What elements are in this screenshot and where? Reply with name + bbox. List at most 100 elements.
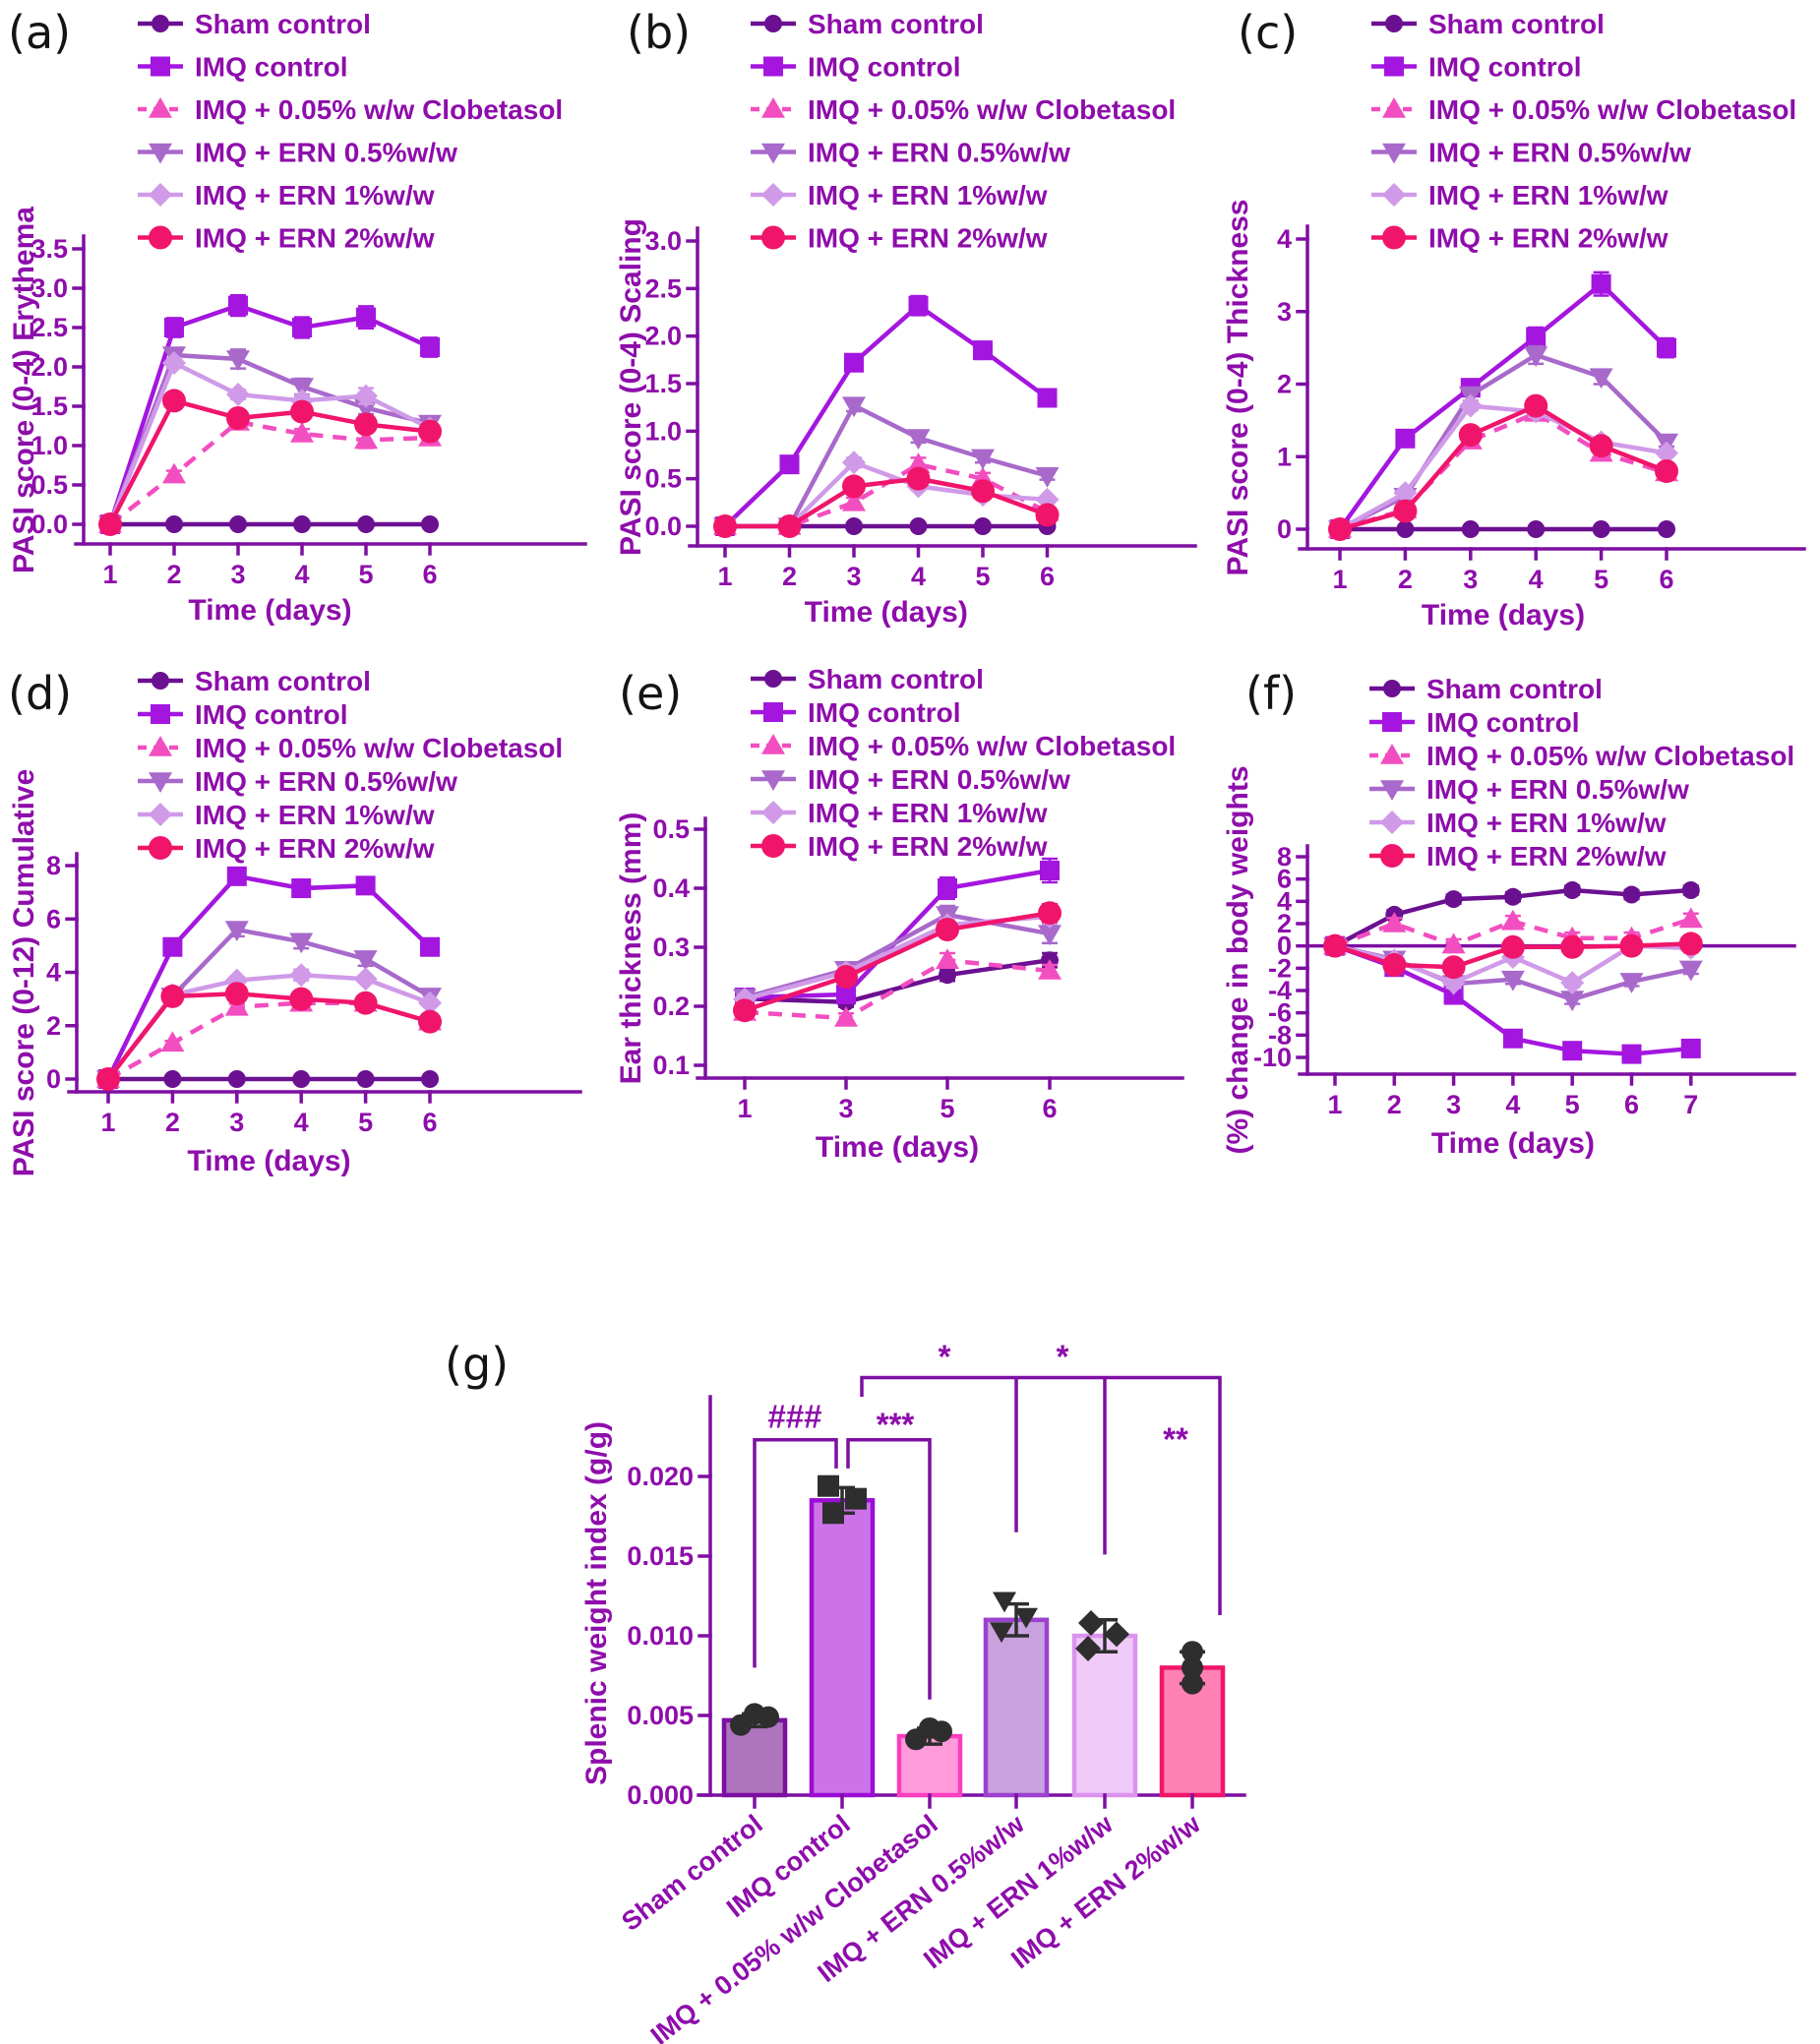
svg-text:IMQ + ERN 1%w/w: IMQ + ERN 1%w/w bbox=[808, 798, 1048, 828]
svg-text:0.5: 0.5 bbox=[652, 814, 690, 844]
svg-text:1: 1 bbox=[1327, 1090, 1342, 1119]
panel-letter-e: (e) bbox=[619, 667, 683, 720]
svg-text:3: 3 bbox=[1463, 565, 1478, 594]
svg-text:***: *** bbox=[877, 1407, 915, 1443]
svg-text:5: 5 bbox=[358, 1108, 373, 1137]
chart-a-erythema: 0.0 0.5 1.0 1.5 2.0 2.5 3.0 3.5 1 2 3 4 5 6 Time (days… bbox=[8, 9, 587, 627]
svg-text:IMQ + ERN 2%w/w: IMQ + ERN 2%w/w bbox=[1428, 223, 1668, 254]
panel-letter-b: (b) bbox=[627, 6, 692, 59]
chart-b-scaling: 0.0 0.5 1.0 1.5 2.0 2.5 3.0 1 2 3 4 5 6 Time (days) PA… bbox=[615, 9, 1197, 629]
svg-text:*: * bbox=[939, 1339, 951, 1375]
panel-e: (e) 0.1 0.2 0.3 0.4 0.5 1 3 5 6 Time (days) Ear th… bbox=[607, 649, 1214, 1318]
panel-c: (c) 0 1 2 3 4 1 2 3 4 5 6 Time (days) PASI score (0-… bbox=[1214, 0, 1820, 649]
svg-text:3.0: 3.0 bbox=[30, 273, 68, 303]
svg-text:Time (days): Time (days) bbox=[187, 1145, 350, 1177]
svg-text:Time (days): Time (days) bbox=[816, 1131, 979, 1164]
svg-text:IMQ control: IMQ control bbox=[808, 697, 961, 728]
svg-text:5: 5 bbox=[940, 1094, 954, 1123]
svg-text:0.4: 0.4 bbox=[652, 873, 690, 903]
svg-text:IMQ + ERN 2%w/w: IMQ + ERN 2%w/w bbox=[808, 223, 1048, 254]
svg-text:3: 3 bbox=[229, 1108, 244, 1137]
svg-text:2: 2 bbox=[1277, 909, 1292, 938]
svg-text:2: 2 bbox=[1398, 565, 1413, 594]
svg-text:IMQ + ERN 0.5%w/w: IMQ + ERN 0.5%w/w bbox=[808, 138, 1070, 168]
svg-text:3.0: 3.0 bbox=[644, 226, 682, 256]
chart-c-thickness: 0 1 2 3 4 1 2 3 4 5 6 Time (days) PASI score (0-4) T… bbox=[1222, 9, 1806, 631]
svg-text:2.5: 2.5 bbox=[30, 313, 68, 342]
svg-text:Time (days): Time (days) bbox=[1431, 1127, 1595, 1160]
svg-text:5: 5 bbox=[1594, 565, 1608, 594]
chart-e-ear-thickness: 0.1 0.2 0.3 0.4 0.5 1 3 5 6 Time (days) Ear thickn… bbox=[615, 664, 1184, 1164]
svg-text:3.5: 3.5 bbox=[30, 234, 68, 264]
svg-text:Sham control: Sham control bbox=[808, 9, 984, 39]
panel-letter-d: (d) bbox=[8, 667, 73, 720]
chart-g-splenic-weight-index: 0.000 0.005 0.010 0.015 0.020 Splenic weight … bbox=[580, 1339, 1246, 2044]
svg-text:IMQ + ERN 0.5%w/w: IMQ + ERN 0.5%w/w bbox=[1426, 774, 1689, 805]
svg-text:6: 6 bbox=[422, 560, 437, 589]
svg-text:PASI score (0-12) Cumulative: PASI score (0-12) Cumulative bbox=[8, 769, 40, 1177]
svg-text:IMQ + 0.05% w/w Clobetasol: IMQ + 0.05% w/w Clobetasol bbox=[195, 733, 563, 763]
svg-text:*: * bbox=[1057, 1339, 1069, 1375]
svg-text:IMQ + ERN 0.5%w/w: IMQ + ERN 0.5%w/w bbox=[195, 138, 457, 168]
panel-g: (g) 0.000 0.005 0.010 0.015 0.020 Splenic wei… bbox=[374, 1318, 1397, 2044]
svg-text:3: 3 bbox=[846, 562, 861, 591]
svg-text:-10: -10 bbox=[1253, 1043, 1292, 1072]
svg-text:5: 5 bbox=[1565, 1090, 1580, 1119]
svg-text:1.5: 1.5 bbox=[30, 391, 68, 421]
svg-text:1: 1 bbox=[1277, 442, 1292, 471]
svg-text:2: 2 bbox=[1387, 1090, 1402, 1119]
panel-f: (f) -10 -8 -6 -4 -2 0 2 4 6 8 1 2 3 4 5 6 7 Time (days) (%… bbox=[1214, 649, 1820, 1318]
svg-text:0.2: 0.2 bbox=[652, 992, 690, 1021]
svg-text:2: 2 bbox=[782, 562, 797, 591]
svg-text:6: 6 bbox=[46, 904, 61, 933]
svg-text:Splenic weight index (g/g): Splenic weight index (g/g) bbox=[580, 1421, 613, 1785]
svg-text:2.0: 2.0 bbox=[644, 322, 682, 351]
svg-text:Time (days): Time (days) bbox=[805, 596, 968, 629]
svg-text:IMQ control: IMQ control bbox=[1428, 52, 1582, 83]
svg-text:###: ### bbox=[767, 1399, 821, 1435]
svg-text:-8: -8 bbox=[1268, 1020, 1292, 1050]
svg-text:5: 5 bbox=[358, 560, 373, 589]
svg-text:6: 6 bbox=[1277, 865, 1292, 894]
panel-a: (a) 0.0 0.5 1.0 1.5 2.0 2.5 3.0 3.5 1 2 3 4 5 6 Time (… bbox=[0, 0, 607, 649]
svg-text:IMQ + ERN 1%w/w: IMQ + ERN 1%w/w bbox=[195, 800, 435, 830]
svg-text:0.010: 0.010 bbox=[627, 1621, 694, 1651]
svg-text:Ear thickness (mm): Ear thickness (mm) bbox=[615, 812, 647, 1085]
panel-letter-a: (a) bbox=[8, 6, 72, 59]
svg-text:4: 4 bbox=[1529, 565, 1544, 594]
svg-text:1: 1 bbox=[717, 562, 732, 591]
svg-text:0: 0 bbox=[46, 1064, 61, 1094]
svg-text:IMQ + 0.05% w/w Clobetasol: IMQ + 0.05% w/w Clobetasol bbox=[1428, 94, 1796, 125]
svg-text:0.005: 0.005 bbox=[627, 1701, 694, 1730]
svg-text:3: 3 bbox=[230, 560, 245, 589]
svg-text:(%) change in body weights: (%) change in body weights bbox=[1222, 765, 1254, 1154]
panel-d: (d) 0 2 4 6 8 1 2 3 4 5 6 Time (days) PASI score (0-… bbox=[0, 649, 607, 1318]
svg-text:IMQ control: IMQ control bbox=[808, 52, 961, 83]
svg-text:IMQ + ERN 2%w/w: IMQ + ERN 2%w/w bbox=[195, 223, 435, 254]
chart-d-cumulative: 0 2 4 6 8 1 2 3 4 5 6 Time (days) PASI score (0-12) … bbox=[8, 666, 582, 1177]
svg-text:4: 4 bbox=[294, 560, 309, 589]
svg-text:IMQ + ERN 2%w/w: IMQ + ERN 2%w/w bbox=[195, 833, 435, 864]
svg-text:IMQ control: IMQ control bbox=[1426, 707, 1580, 738]
svg-text:IMQ + ERN 0.5%w/w: IMQ + ERN 0.5%w/w bbox=[1428, 138, 1691, 168]
svg-text:4: 4 bbox=[1277, 224, 1292, 254]
svg-text:2: 2 bbox=[165, 1108, 180, 1137]
svg-text:1.5: 1.5 bbox=[644, 369, 682, 398]
svg-text:IMQ + ERN 0.5%w/w: IMQ + ERN 0.5%w/w bbox=[195, 766, 457, 797]
svg-text:Sham control: Sham control bbox=[808, 664, 984, 694]
svg-text:IMQ + 0.05% w/w Clobetasol: IMQ + 0.05% w/w Clobetasol bbox=[808, 731, 1176, 761]
svg-text:1.0: 1.0 bbox=[30, 431, 68, 460]
svg-text:2: 2 bbox=[1277, 370, 1292, 399]
svg-text:0.5: 0.5 bbox=[30, 470, 68, 500]
svg-text:2: 2 bbox=[166, 560, 181, 589]
svg-text:PASI score (0-4) Scaling: PASI score (0-4) Scaling bbox=[615, 218, 647, 556]
svg-text:4: 4 bbox=[294, 1108, 309, 1137]
svg-text:IMQ + ERN 0.5%w/w: IMQ + ERN 0.5%w/w bbox=[808, 764, 1070, 795]
svg-text:3: 3 bbox=[838, 1094, 853, 1123]
svg-text:0.0: 0.0 bbox=[644, 511, 682, 541]
svg-text:-6: -6 bbox=[1268, 998, 1292, 1028]
svg-text:PASI score (0-4) Erythema: PASI score (0-4) Erythema bbox=[8, 207, 40, 573]
svg-text:IMQ + ERN 1%w/w: IMQ + ERN 1%w/w bbox=[1428, 180, 1668, 210]
